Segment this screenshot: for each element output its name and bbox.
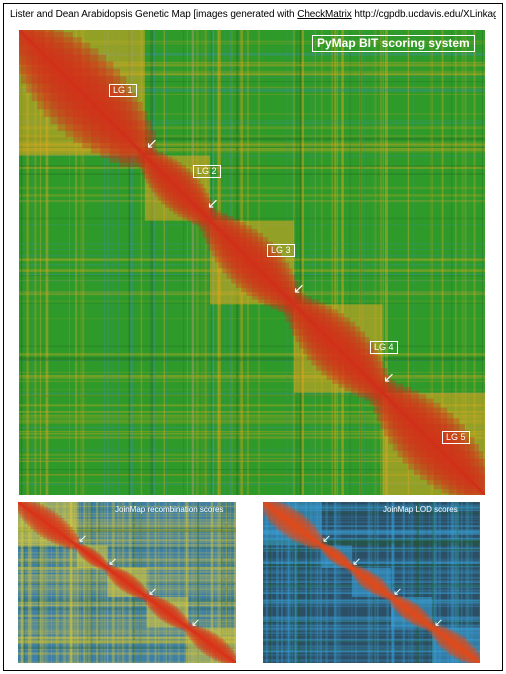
lg-boundary-arrow-icon: ↙ <box>108 556 118 568</box>
lg-1-label: LG 1 <box>109 84 137 97</box>
lg-boundary-arrow-icon: ↙ <box>207 195 219 211</box>
lod-heatmap <box>263 502 480 663</box>
lg-boundary-arrow-icon: ↙ <box>293 280 305 296</box>
recombination-title: JoinMap recombination scores <box>115 505 224 514</box>
lg-boundary-arrow-icon: ↙ <box>434 617 444 629</box>
lg-boundary-arrow-icon: ↙ <box>322 533 332 545</box>
lg-5-label: LG 5 <box>442 431 470 444</box>
title-prefix: Lister and Dean Arabidopsis Genetic Map … <box>10 9 298 20</box>
lg-boundary-arrow-icon: ↙ <box>383 369 395 385</box>
recombination-heatmap-image <box>18 502 236 663</box>
lg-boundary-arrow-icon: ↙ <box>352 556 362 568</box>
recombination-heatmap <box>18 502 236 663</box>
lg-boundary-arrow-icon: ↙ <box>148 586 158 598</box>
lg-boundary-arrow-icon: ↙ <box>78 533 88 545</box>
lg-boundary-arrow-icon: ↙ <box>191 617 201 629</box>
bit-score-heatmap <box>19 30 485 495</box>
lg-4-label: LG 4 <box>370 341 398 354</box>
lod-title: JoinMap LOD scores <box>383 505 458 514</box>
title-suffix: http://cgpdb.ucdavis.edu/XLinkage/] <box>351 9 496 20</box>
lg-boundary-arrow-icon: ↙ <box>146 135 158 151</box>
checkmatrix-link[interactable]: CheckMatrix <box>297 9 352 20</box>
scoring-system-badge: PyMap BIT scoring system <box>312 35 475 52</box>
lg-2-label: LG 2 <box>193 165 221 178</box>
lg-boundary-arrow-icon: ↙ <box>393 586 403 598</box>
bit-score-heatmap-image <box>19 30 485 495</box>
page-title: Lister and Dean Arabidopsis Genetic Map … <box>10 9 496 20</box>
lod-heatmap-image <box>263 502 480 663</box>
lg-3-label: LG 3 <box>267 244 295 257</box>
